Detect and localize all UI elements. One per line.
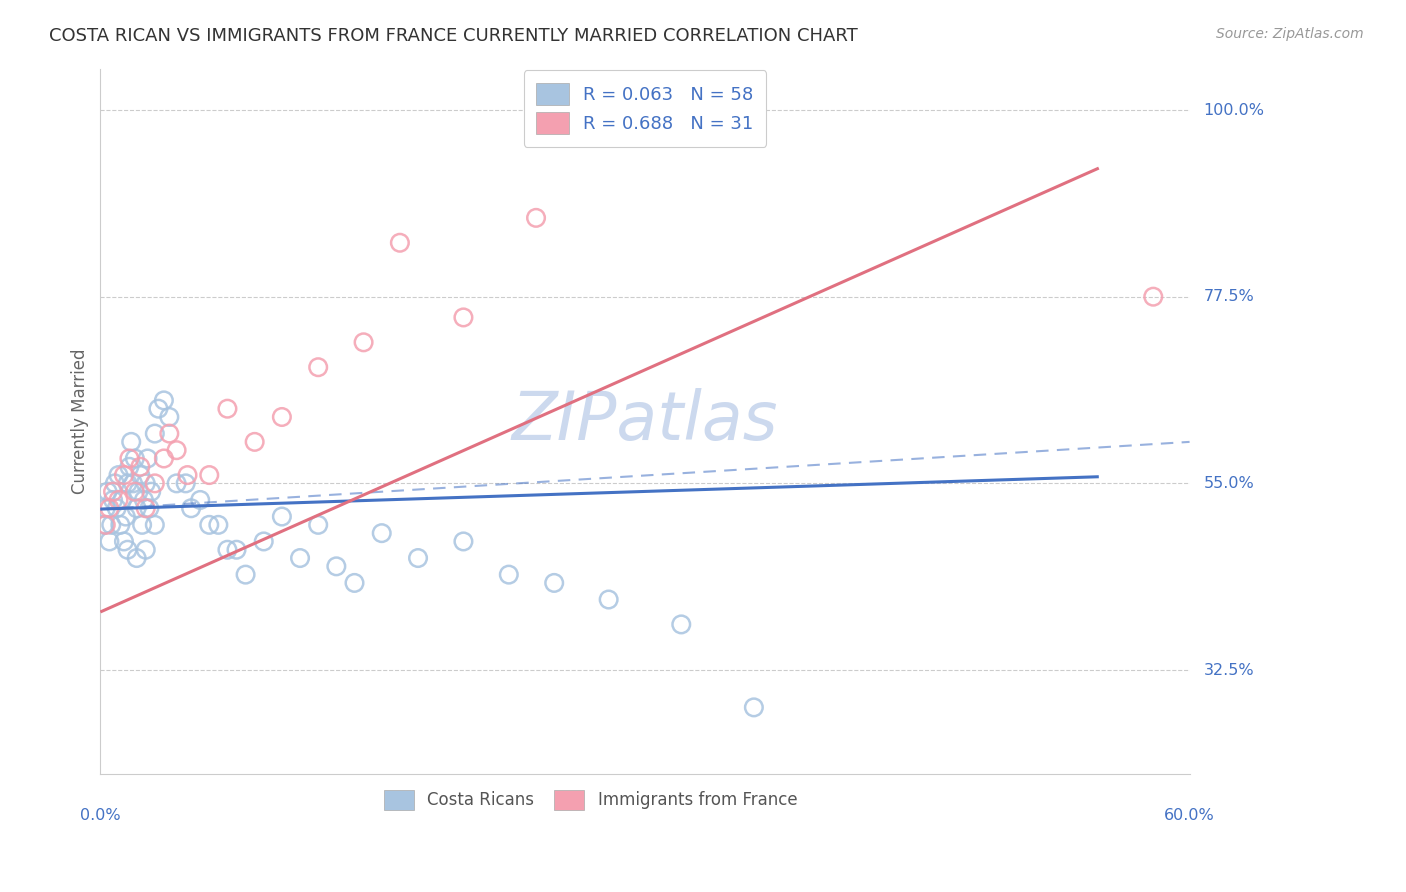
Point (524, 211, 547, 225)
Point (174, 476, 197, 491)
Text: Source: ZipAtlas.com: Source: ZipAtlas.com (1216, 27, 1364, 41)
Point (498, 567, 520, 582)
Point (225, 542, 247, 557)
Text: ZIPatlas: ZIPatlas (512, 388, 778, 454)
Point (100, 517, 122, 532)
Text: 0.0%: 0.0% (80, 808, 121, 823)
Text: 100.0%: 100.0% (1204, 103, 1264, 118)
Point (93, 517, 115, 532)
Point (153, 393, 176, 408)
Point (207, 517, 229, 532)
Point (138, 501, 160, 516)
Point (671, 617, 693, 632)
Point (148, 401, 170, 416)
Point (118, 451, 141, 466)
Point (136, 451, 159, 466)
Point (343, 576, 366, 591)
Point (176, 468, 198, 483)
Legend: Costa Ricans, Immigrants from France: Costa Ricans, Immigrants from France (375, 781, 806, 818)
Point (188, 492, 211, 507)
Point (114, 509, 136, 524)
Point (107, 468, 129, 483)
Point (180, 501, 202, 516)
Point (166, 443, 188, 458)
Point (166, 476, 188, 491)
Point (325, 559, 347, 574)
Point (157, 409, 180, 424)
Point (104, 476, 127, 491)
Point (270, 509, 292, 524)
Point (157, 426, 180, 441)
Point (107, 492, 129, 507)
Point (98, 534, 121, 549)
Text: 60.0%: 60.0% (1164, 808, 1215, 823)
Point (125, 551, 148, 566)
Point (143, 476, 166, 491)
Point (453, 310, 475, 325)
Point (135, 542, 157, 557)
Point (117, 476, 139, 491)
Point (742, 700, 765, 714)
Point (122, 476, 145, 491)
Point (543, 576, 565, 591)
Point (406, 551, 429, 566)
Y-axis label: Currently Married: Currently Married (72, 349, 89, 494)
Point (127, 484, 149, 499)
Point (120, 434, 142, 449)
Point (110, 517, 132, 532)
Point (270, 409, 292, 424)
Point (243, 434, 266, 449)
Point (307, 517, 329, 532)
Point (135, 476, 157, 491)
Point (98, 501, 121, 516)
Point (111, 492, 134, 507)
Point (117, 542, 139, 557)
Point (371, 526, 394, 541)
Point (101, 492, 124, 507)
Point (307, 360, 329, 375)
Point (453, 534, 475, 549)
Point (598, 592, 620, 607)
Point (388, 235, 411, 250)
Point (97, 484, 120, 499)
Point (124, 484, 146, 499)
Point (235, 567, 257, 582)
Text: 77.5%: 77.5% (1204, 289, 1254, 304)
Point (1142, 290, 1164, 304)
Point (94, 501, 117, 516)
Point (129, 459, 152, 474)
Point (153, 451, 176, 466)
Point (131, 517, 153, 532)
Point (143, 426, 166, 441)
Point (118, 459, 141, 474)
Point (198, 468, 221, 483)
Point (94, 517, 117, 532)
Point (112, 468, 135, 483)
Point (132, 492, 155, 507)
Point (141, 484, 163, 499)
Point (135, 501, 157, 516)
Point (129, 468, 152, 483)
Text: COSTA RICAN VS IMMIGRANTS FROM FRANCE CURRENTLY MARRIED CORRELATION CHART: COSTA RICAN VS IMMIGRANTS FROM FRANCE CU… (49, 27, 858, 45)
Point (112, 534, 135, 549)
Point (288, 551, 311, 566)
Text: 32.5%: 32.5% (1204, 663, 1254, 678)
Text: 55.0%: 55.0% (1204, 475, 1254, 491)
Point (253, 534, 276, 549)
Point (198, 517, 221, 532)
Point (105, 501, 128, 516)
Point (125, 501, 148, 516)
Point (101, 484, 124, 499)
Point (124, 451, 146, 466)
Point (143, 517, 166, 532)
Point (217, 542, 239, 557)
Point (353, 335, 375, 350)
Point (217, 401, 239, 416)
